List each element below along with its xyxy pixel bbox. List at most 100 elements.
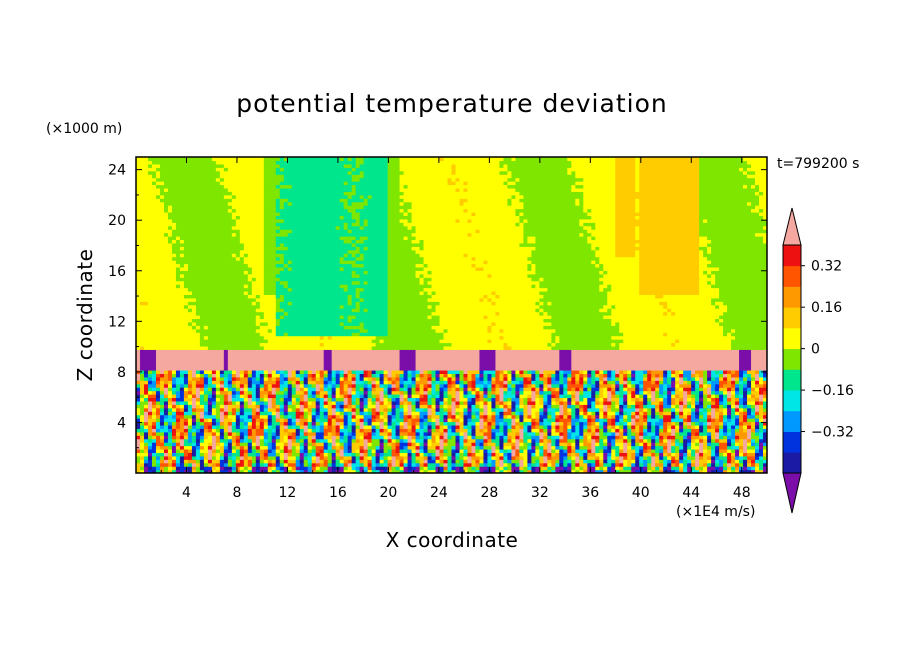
heatmap-cell [203, 366, 209, 371]
heatmap-cell [479, 424, 485, 429]
heatmap-cell [739, 452, 744, 457]
heatmap-cell [163, 407, 169, 412]
heatmap-cell [467, 448, 473, 453]
heatmap-cell [243, 424, 249, 429]
heatmap-cell [431, 411, 437, 416]
heatmap-cell [567, 469, 572, 473]
heatmap-cell [339, 383, 345, 388]
heatmap-cell [667, 448, 672, 453]
heatmap-cell [495, 418, 501, 423]
heatmap-cell [727, 445, 732, 450]
heatmap-cell [599, 466, 604, 471]
heatmap-cell [223, 445, 229, 450]
heatmap-cell [703, 376, 708, 381]
heatmap-cell [163, 424, 169, 429]
heatmap-cell [719, 404, 724, 409]
heatmap-cell [387, 462, 393, 467]
heatmap-cell [603, 411, 608, 416]
heatmap-cell [231, 466, 237, 471]
heatmap-cell [351, 459, 357, 464]
heatmap-cell [295, 394, 301, 399]
heatmap-cell [563, 383, 568, 388]
heatmap-cell [759, 387, 764, 392]
heatmap-cell [239, 462, 245, 467]
heatmap-cell [263, 442, 269, 447]
heatmap-cell [395, 421, 401, 426]
heatmap-cell [663, 421, 668, 426]
heatmap-cell [483, 466, 489, 471]
heatmap-cell [563, 469, 568, 473]
heatmap-cell [763, 380, 767, 385]
heatmap-cell [383, 394, 389, 399]
heatmap-cell [343, 418, 349, 423]
heatmap-cell [539, 369, 544, 374]
heatmap-cell [603, 397, 608, 402]
heatmap-cell [639, 435, 644, 440]
heatmap-cell [519, 400, 524, 405]
heatmap-cell [667, 404, 672, 409]
heatmap-cell [379, 394, 385, 399]
heatmap-cell [679, 366, 684, 371]
heatmap-cell [615, 394, 620, 399]
heatmap-cell [415, 400, 421, 405]
heatmap-cell [575, 469, 580, 473]
heatmap-cell [399, 445, 405, 450]
heatmap-cell [311, 397, 317, 402]
heatmap-cell [727, 400, 732, 405]
heatmap-cell [735, 421, 740, 426]
heatmap-cell [639, 400, 644, 405]
heatmap-cell [483, 428, 489, 433]
heatmap-cell [691, 366, 696, 371]
heatmap-cell [423, 421, 429, 426]
heatmap-cell [427, 400, 433, 405]
heatmap-cell [203, 394, 209, 399]
heatmap-cell [359, 394, 365, 399]
heatmap-cell [515, 366, 520, 371]
heatmap-cell [219, 452, 225, 457]
heatmap-cell [167, 407, 173, 412]
heatmap-cell [583, 373, 588, 378]
heatmap-cell [663, 383, 668, 388]
heatmap-cell [683, 397, 688, 402]
heatmap-cell [243, 394, 249, 399]
heatmap-cell [379, 414, 385, 419]
heatmap-cell [351, 404, 357, 409]
heatmap-cell [671, 418, 676, 423]
heatmap-cell [411, 428, 417, 433]
heatmap-cell [395, 390, 401, 395]
heatmap-cell [631, 459, 636, 464]
heatmap-cell [687, 462, 692, 467]
heatmap-cell [483, 424, 489, 429]
heatmap-cell [203, 376, 209, 381]
heatmap-cell [743, 397, 748, 402]
heatmap-cell [155, 383, 161, 388]
heatmap-cell [251, 400, 257, 405]
heatmap-cell [575, 400, 580, 405]
heatmap-cell [303, 376, 309, 381]
heatmap-cell [315, 369, 321, 374]
heatmap-cell [735, 435, 740, 440]
heatmap-cell [755, 445, 760, 450]
heatmap-cell [199, 390, 205, 395]
heatmap-cell [219, 397, 225, 402]
heatmap-cell [575, 407, 580, 412]
heatmap-cell [511, 462, 516, 467]
heatmap-cell [507, 380, 512, 385]
heatmap-cell [211, 390, 217, 395]
heatmap-cell [139, 373, 145, 378]
heatmap-cell [507, 390, 512, 395]
heatmap-cell [723, 418, 728, 423]
heatmap-cell [751, 421, 756, 426]
heatmap-cell [375, 376, 381, 381]
heatmap-cell [611, 394, 616, 399]
heatmap-cell [259, 373, 265, 378]
heatmap-cell [387, 380, 393, 385]
heatmap-cell [623, 414, 628, 419]
heatmap-cell [507, 452, 512, 457]
heatmap-cell [279, 376, 285, 381]
heatmap-cell [467, 400, 473, 405]
heatmap-cell [631, 404, 636, 409]
heatmap-cell [591, 394, 596, 399]
heatmap-cell [371, 390, 377, 395]
heatmap-cell [699, 421, 704, 426]
